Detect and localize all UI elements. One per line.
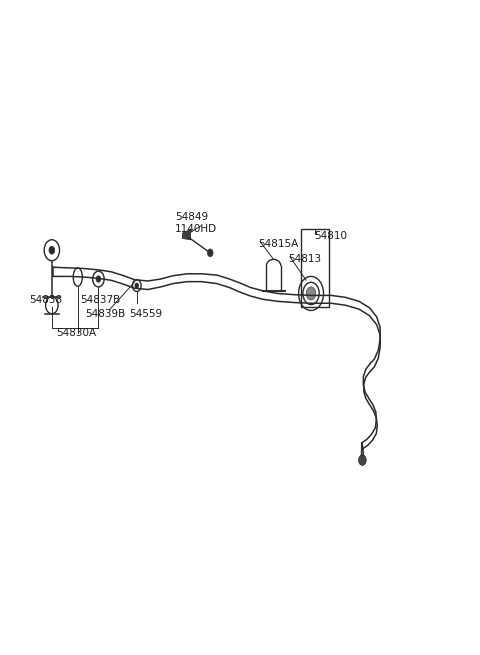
Text: 54813: 54813: [288, 253, 321, 264]
Text: 54837B: 54837B: [81, 295, 121, 305]
Text: 54839B: 54839B: [85, 309, 126, 320]
Text: 54830A: 54830A: [57, 328, 97, 338]
Circle shape: [96, 276, 101, 282]
Text: 54815A: 54815A: [258, 238, 299, 249]
Polygon shape: [182, 229, 191, 240]
Text: 54559: 54559: [130, 309, 163, 320]
Circle shape: [49, 246, 55, 254]
Text: 54849
1140HD: 54849 1140HD: [175, 212, 217, 233]
Circle shape: [306, 287, 316, 300]
Text: 54810: 54810: [314, 231, 348, 241]
Text: 54838: 54838: [29, 295, 62, 305]
Bar: [301, 229, 329, 307]
Circle shape: [135, 283, 139, 288]
Circle shape: [207, 249, 213, 257]
Circle shape: [359, 455, 366, 465]
